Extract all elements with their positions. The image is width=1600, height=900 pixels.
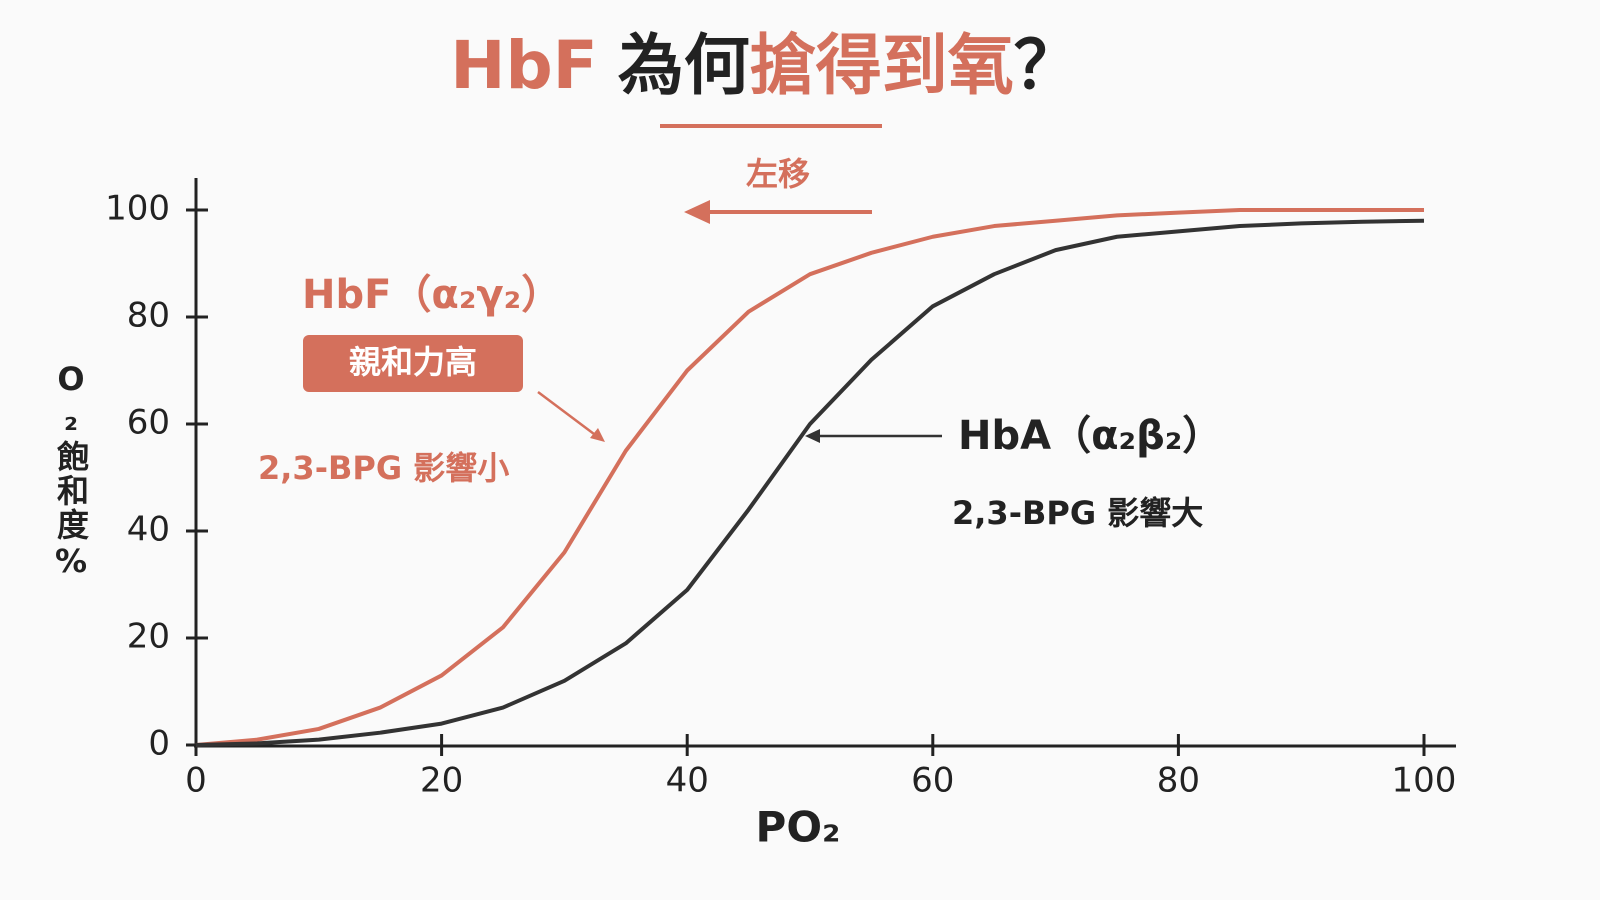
title-part: 搶得到氧 — [750, 27, 1014, 104]
affinity-label: 親和力高 — [349, 343, 477, 381]
y-axis-label: O₂飽和度% — [52, 360, 90, 582]
hbf-arrowhead — [590, 428, 605, 442]
hba-arrowhead — [805, 429, 820, 443]
series-label: HbF（α₂γ₂） — [302, 272, 561, 318]
x-tick-label: 40 — [666, 761, 709, 801]
chart-title: HbF 為何搶得到氧？ — [450, 27, 1080, 104]
x-tick-label: 0 — [185, 761, 207, 801]
series-line — [195, 208, 1424, 747]
y-tick-label: 60 — [127, 403, 170, 443]
title-part: ？ — [1014, 27, 1080, 104]
title-part: HbF — [450, 27, 598, 104]
series-label: HbA（α₂β₂） — [958, 413, 1222, 459]
x-axis-label: PO₂ — [756, 803, 841, 852]
x-tick-label: 80 — [1157, 761, 1200, 801]
title-part: 為何 — [618, 27, 750, 104]
shift-label: 左移 — [746, 155, 810, 193]
y-tick-label: 80 — [127, 296, 170, 336]
y-tick-label: 40 — [127, 510, 170, 550]
x-tick-label: 60 — [911, 761, 954, 801]
y-tick-label: 100 — [105, 189, 170, 229]
hbf-note: 2,3-BPG 影響小 — [258, 449, 509, 487]
x-tick-label: 20 — [420, 761, 463, 801]
hba-note: 2,3-BPG 影響大 — [952, 494, 1203, 532]
hbf-arrow — [537, 391, 599, 438]
y-tick-label: 20 — [127, 617, 170, 657]
shift-arrowhead — [684, 200, 710, 224]
x-tick-label: 100 — [1392, 761, 1457, 801]
affinity-box — [303, 335, 523, 392]
y-tick-label: 0 — [148, 724, 170, 764]
series-line — [195, 218, 1425, 747]
